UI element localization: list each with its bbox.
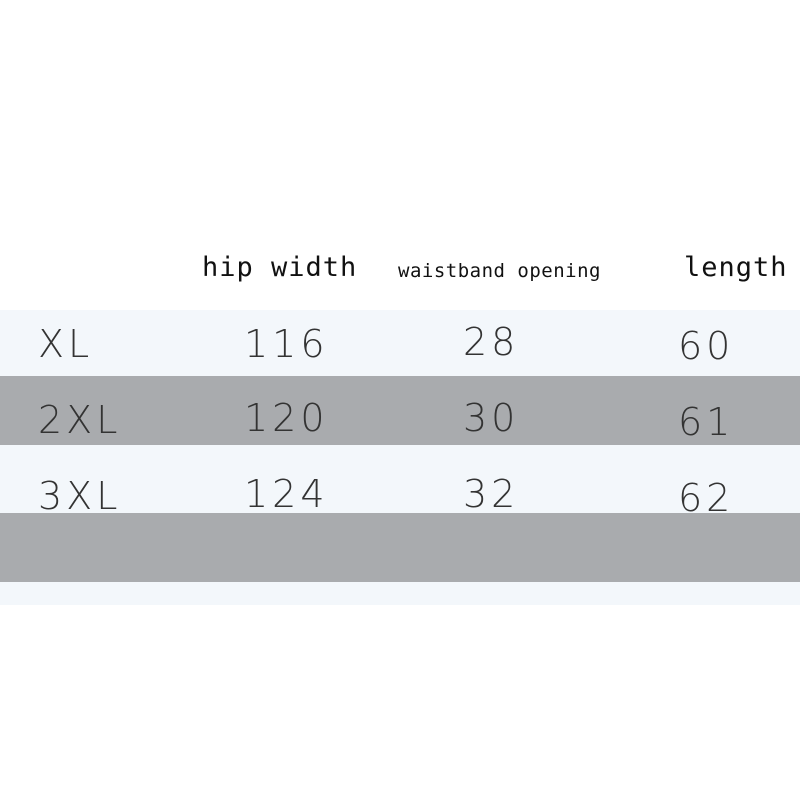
row-band: [0, 513, 800, 582]
waistband-cell: 32: [463, 472, 520, 516]
size-cell: 2XL: [38, 398, 122, 442]
hip-width-cell: 120: [244, 396, 329, 440]
size-cell: 3XL: [38, 474, 122, 518]
waistband-cell: 28: [463, 320, 520, 364]
header-hip-width: hip width: [202, 252, 358, 283]
length-cell: 62: [678, 476, 735, 520]
row-band: [0, 445, 800, 513]
length-cell: 61: [678, 400, 735, 444]
header-length: length: [684, 252, 788, 283]
row-band: [0, 310, 800, 376]
row-band: [0, 376, 800, 445]
header-waistband-opening: waistband opening: [398, 260, 601, 282]
waistband-cell: 30: [463, 396, 520, 440]
hip-width-cell: 116: [244, 322, 329, 366]
row-band: [0, 582, 800, 605]
length-cell: 60: [678, 324, 735, 368]
hip-width-cell: 124: [244, 472, 329, 516]
size-cell: XL: [38, 322, 94, 366]
